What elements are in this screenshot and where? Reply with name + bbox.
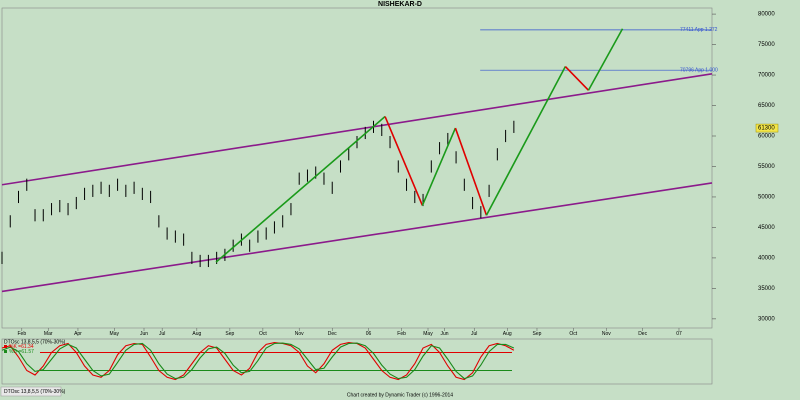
projection-label: 77411 App 1.272: [680, 27, 718, 33]
x-tick-label: Dec: [328, 331, 337, 337]
swing-line: [215, 115, 386, 263]
y-tick-label: 35000: [758, 286, 775, 292]
x-tick-label: Oct: [569, 331, 577, 337]
osc-line: [1, 342, 515, 380]
swing-line: [421, 127, 457, 206]
legend-swatch: [4, 350, 7, 353]
channel-line: [1, 73, 713, 186]
y-tick-label: 55000: [758, 164, 775, 170]
swing-line: [587, 28, 624, 91]
x-tick-label: Jul: [471, 331, 477, 337]
tab[interactable]: [0, 386, 62, 397]
y-tick-label: 80000: [758, 12, 775, 18]
last-price-box: [755, 123, 779, 133]
y-tick-label: 45000: [758, 225, 775, 231]
x-tick-label: Mar: [44, 331, 53, 337]
x-tick-label: 06: [366, 331, 372, 337]
x-tick-label: Aug: [192, 331, 201, 337]
x-tick-label: Jun: [440, 331, 448, 337]
legend-swatch: [4, 345, 7, 348]
osc-title: DTOsc 13,8,5,5 (70%-30%): [4, 339, 66, 345]
x-tick-label: Apr: [74, 331, 82, 337]
x-tick-label: 07: [676, 331, 682, 337]
x-tick-label: Feb: [18, 331, 27, 337]
x-tick-label: May: [110, 331, 120, 337]
x-tick-label: May: [423, 331, 433, 337]
last-price-label: 61300: [758, 126, 775, 132]
x-tick-label: Aug: [503, 331, 512, 337]
swing-line: [485, 66, 567, 216]
swing-line: [564, 65, 590, 91]
footer: Chart created by Dynamic Trader (c) 1996…: [347, 392, 453, 398]
x-tick-label: Dec: [638, 331, 647, 337]
y-tick-label: 30000: [758, 316, 775, 322]
legend-label: %D =61.57: [9, 349, 34, 355]
x-tick-label: Feb: [397, 331, 406, 337]
price-frame: [1, 7, 713, 329]
x-tick-label: Jul: [159, 331, 165, 337]
x-tick-label: Sep: [533, 331, 542, 337]
swing-line: [384, 116, 424, 206]
x-tick-label: Nov: [295, 331, 304, 337]
y-tick-label: 70000: [758, 73, 775, 79]
x-tick-label: Oct: [259, 331, 267, 337]
chart-title: NISHEKAR-D: [378, 1, 422, 8]
y-tick-label: 65000: [758, 103, 775, 109]
x-tick-label: Jun: [140, 331, 148, 337]
y-tick-label: 60000: [758, 134, 775, 140]
x-tick-label: Nov: [602, 331, 611, 337]
tab-label[interactable]: DTOsc 13,8,5,5 (70%-30%): [4, 389, 66, 395]
osc-frame: [1, 338, 713, 385]
y-tick-label: 75000: [758, 42, 775, 48]
legend-label: %K =61.34: [9, 344, 34, 350]
swing-line: [454, 127, 488, 216]
x-tick-label: Sep: [225, 331, 234, 337]
projection-label: 70796 App 1.000: [680, 68, 718, 74]
osc-line: [1, 342, 515, 381]
y-tick-label: 50000: [758, 195, 775, 201]
y-tick-label: 40000: [758, 255, 775, 261]
channel-line: [1, 182, 713, 293]
